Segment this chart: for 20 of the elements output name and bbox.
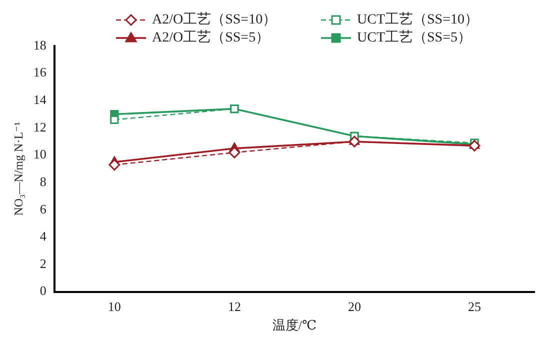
y-tick-label: 10	[33, 146, 46, 162]
x-tick-label: 20	[348, 299, 361, 314]
legend-label: UCT工艺（SS=10）	[357, 12, 478, 28]
x-axis-title: 温度/℃	[272, 318, 317, 333]
x-tick-label: 12	[228, 299, 241, 314]
x-tick-label: 25	[468, 299, 481, 314]
y-tick-label: 16	[33, 64, 47, 80]
y-tick-label: 8	[40, 174, 46, 189]
y-axis-title: NO₃—N/mg N·L⁻¹	[11, 122, 26, 216]
y-tick-label: 4	[40, 228, 47, 244]
y-tick-label: 6	[40, 201, 47, 216]
legend-label: UCT工艺（SS=5）	[357, 30, 472, 46]
y-tick-label: 14	[33, 92, 47, 108]
legend-label: A2/O工艺（SS=10）	[152, 12, 277, 28]
y-tick-label: 18	[33, 37, 46, 52]
y-tick-label: 2	[40, 256, 46, 271]
y-tick-label: 12	[33, 119, 46, 134]
x-tick-label: 10	[108, 299, 121, 314]
legend-label: A2/O工艺（SS=5）	[152, 30, 270, 46]
y-tick-label: 0	[40, 283, 46, 298]
